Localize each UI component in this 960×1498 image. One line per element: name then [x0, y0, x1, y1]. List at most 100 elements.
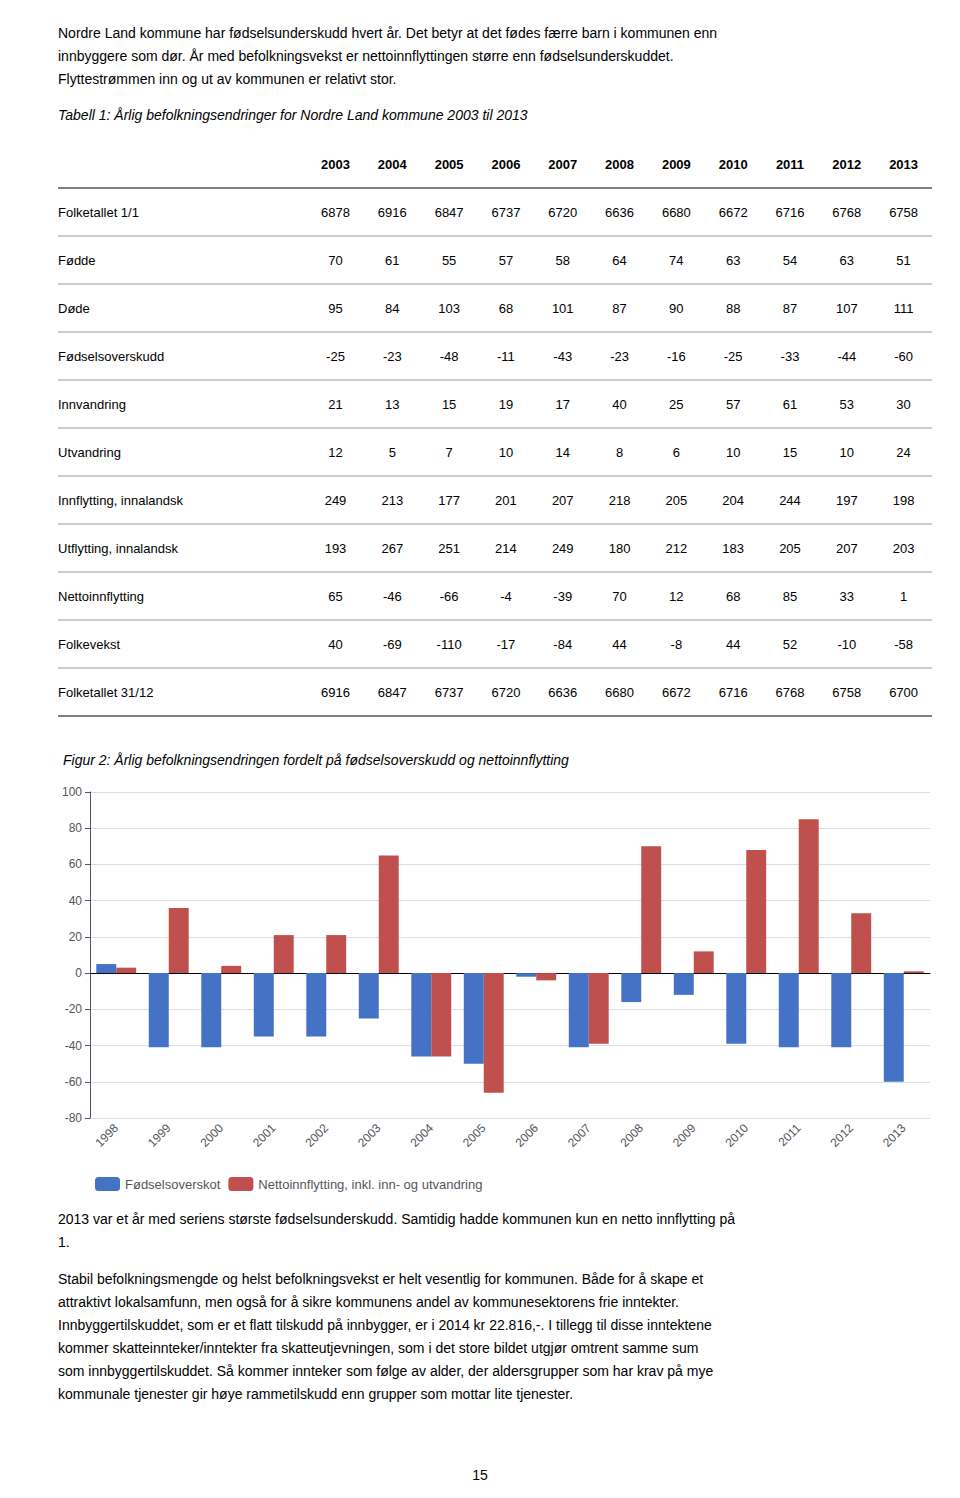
- svg-text:Stabil befolkningsmengde og he: Stabil befolkningsmengde og helst befolk…: [58, 1271, 703, 1287]
- svg-text:63: 63: [726, 253, 740, 268]
- svg-text:103: 103: [438, 301, 460, 316]
- svg-text:6672: 6672: [719, 205, 748, 220]
- svg-text:-84: -84: [553, 637, 572, 652]
- svg-text:61: 61: [385, 253, 399, 268]
- svg-text:6916: 6916: [378, 205, 407, 220]
- svg-text:innbyggere som dør. År med bef: innbyggere som dør. År med befolkningsve…: [58, 48, 674, 64]
- svg-text:244: 244: [779, 493, 801, 508]
- svg-text:-60: -60: [894, 349, 913, 364]
- svg-text:15: 15: [442, 397, 456, 412]
- svg-text:19: 19: [499, 397, 513, 412]
- svg-text:10: 10: [726, 445, 740, 460]
- svg-text:85: 85: [783, 589, 797, 604]
- svg-text:6758: 6758: [889, 205, 918, 220]
- svg-text:251: 251: [438, 541, 460, 556]
- svg-text:65: 65: [328, 589, 342, 604]
- svg-text:51: 51: [896, 253, 910, 268]
- svg-text:-66: -66: [440, 589, 459, 604]
- svg-text:21: 21: [328, 397, 342, 412]
- svg-text:Innvandring: Innvandring: [58, 397, 126, 412]
- svg-text:-20: -20: [65, 1002, 83, 1016]
- svg-text:6672: 6672: [662, 685, 691, 700]
- svg-text:2003: 2003: [321, 157, 350, 172]
- svg-text:57: 57: [726, 397, 740, 412]
- svg-text:24: 24: [896, 445, 910, 460]
- svg-text:Flyttestrømmen inn og ut av ko: Flyttestrømmen inn og ut av kommunen er …: [58, 71, 396, 87]
- svg-text:15: 15: [472, 1467, 488, 1483]
- svg-text:-69: -69: [383, 637, 402, 652]
- svg-text:2005: 2005: [435, 157, 464, 172]
- svg-text:kommunale tjenester gir høye r: kommunale tjenester gir høye rammetilsku…: [58, 1386, 573, 1402]
- svg-text:12: 12: [328, 445, 342, 460]
- svg-text:-25: -25: [724, 349, 743, 364]
- svg-text:2005: 2005: [460, 1121, 489, 1150]
- svg-text:6878: 6878: [321, 205, 350, 220]
- svg-text:-11: -11: [497, 349, 515, 364]
- svg-text:2008: 2008: [617, 1121, 646, 1150]
- svg-text:2013: 2013: [889, 157, 918, 172]
- svg-text:-60: -60: [65, 1075, 83, 1089]
- svg-text:55: 55: [442, 253, 456, 268]
- svg-text:2002: 2002: [302, 1121, 331, 1150]
- svg-text:40: 40: [69, 894, 83, 908]
- svg-text:2008: 2008: [605, 157, 634, 172]
- svg-text:57: 57: [499, 253, 513, 268]
- svg-text:2012: 2012: [827, 1121, 856, 1150]
- svg-text:Utvandring: Utvandring: [58, 445, 121, 460]
- svg-text:198: 198: [893, 493, 915, 508]
- svg-text:Tabell 1: Årlig befolkningsend: Tabell 1: Årlig befolkningsendringer for…: [58, 107, 528, 123]
- svg-text:61: 61: [783, 397, 797, 412]
- svg-text:80: 80: [69, 821, 83, 835]
- svg-text:1999: 1999: [145, 1121, 174, 1150]
- svg-text:12: 12: [669, 589, 683, 604]
- svg-text:74: 74: [669, 253, 683, 268]
- svg-text:44: 44: [726, 637, 740, 652]
- svg-text:Folkevekst: Folkevekst: [58, 637, 121, 652]
- svg-text:2009: 2009: [670, 1121, 699, 1150]
- svg-text:100: 100: [62, 785, 82, 799]
- svg-text:-25: -25: [326, 349, 345, 364]
- svg-text:-17: -17: [497, 637, 516, 652]
- svg-text:70: 70: [612, 589, 626, 604]
- svg-text:249: 249: [552, 541, 574, 556]
- svg-text:64: 64: [612, 253, 626, 268]
- svg-text:6636: 6636: [605, 205, 634, 220]
- svg-text:60: 60: [69, 857, 83, 871]
- svg-text:kommer skatteinnteker/inntekte: kommer skatteinnteker/inntekter fra skat…: [58, 1340, 698, 1356]
- svg-text:2010: 2010: [719, 157, 748, 172]
- svg-text:101: 101: [552, 301, 574, 316]
- svg-text:111: 111: [894, 301, 914, 316]
- svg-text:-8: -8: [671, 637, 683, 652]
- svg-text:203: 203: [893, 541, 915, 556]
- svg-text:58: 58: [556, 253, 570, 268]
- svg-text:207: 207: [836, 541, 858, 556]
- svg-text:2013 var et år med seriens stø: 2013 var et år med seriens største fødse…: [58, 1211, 735, 1227]
- svg-text:Nordre Land kommune har fødsel: Nordre Land kommune har fødselsunderskud…: [58, 25, 717, 41]
- svg-text:249: 249: [325, 493, 347, 508]
- svg-text:54: 54: [783, 253, 797, 268]
- svg-text:1998: 1998: [92, 1121, 121, 1150]
- svg-text:14: 14: [556, 445, 570, 460]
- svg-text:20: 20: [69, 930, 83, 944]
- svg-text:1: 1: [900, 589, 907, 604]
- svg-text:2011: 2011: [776, 1121, 804, 1149]
- svg-text:44: 44: [612, 637, 626, 652]
- svg-text:Innbyggertilskuddet, som er et: Innbyggertilskuddet, som er et flatt til…: [58, 1317, 712, 1333]
- svg-text:Nettoinnflytting: Nettoinnflytting: [58, 589, 144, 604]
- svg-text:6916: 6916: [321, 685, 350, 700]
- svg-text:214: 214: [495, 541, 517, 556]
- svg-text:-33: -33: [781, 349, 800, 364]
- svg-text:0: 0: [75, 966, 82, 980]
- svg-text:-23: -23: [383, 349, 402, 364]
- svg-text:-46: -46: [383, 589, 402, 604]
- svg-text:6636: 6636: [548, 685, 577, 700]
- svg-text:84: 84: [385, 301, 399, 316]
- svg-text:183: 183: [722, 541, 744, 556]
- svg-text:6737: 6737: [491, 205, 520, 220]
- svg-text:30: 30: [896, 397, 910, 412]
- svg-text:2012: 2012: [832, 157, 861, 172]
- svg-text:Innflytting, innalandsk: Innflytting, innalandsk: [58, 493, 184, 508]
- svg-text:-23: -23: [610, 349, 629, 364]
- svg-text:95: 95: [328, 301, 342, 316]
- svg-text:-80: -80: [65, 1111, 83, 1125]
